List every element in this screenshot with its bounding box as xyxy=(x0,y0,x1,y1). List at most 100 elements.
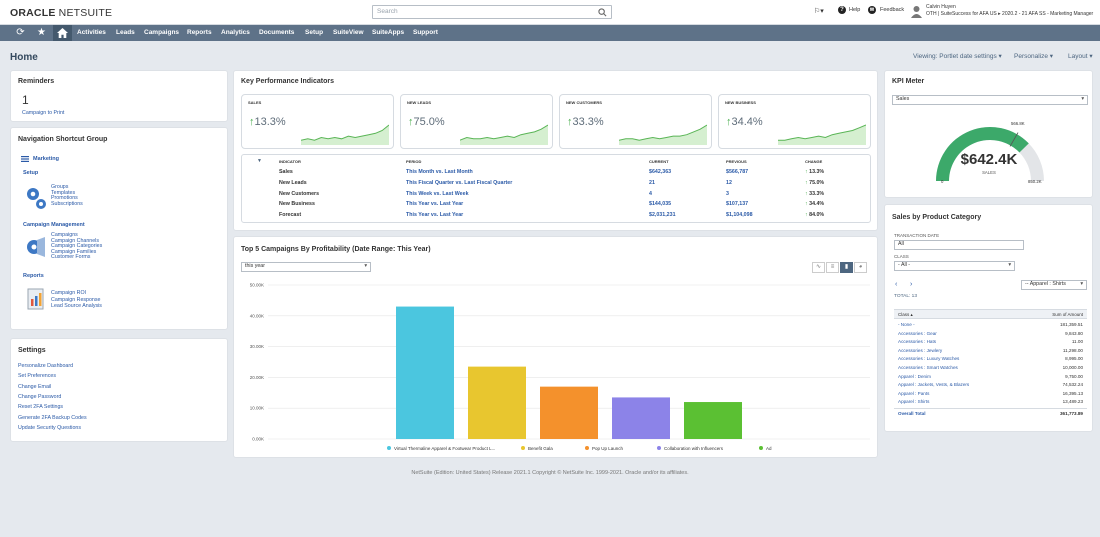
sales-row-class[interactable]: Accessories : Jewlery xyxy=(898,347,943,353)
prev-page-icon[interactable]: ‹ xyxy=(895,281,898,288)
shortcut-link[interactable]: Reset 2FA Settings xyxy=(18,404,64,411)
nav-suiteview[interactable]: SuiteView xyxy=(333,29,364,36)
legend-label[interactable]: Pop Up Launch xyxy=(592,446,624,451)
user-avatar-icon[interactable] xyxy=(911,5,922,18)
shortcut-link[interactable]: Campaign ROI xyxy=(51,290,87,296)
home-icon[interactable] xyxy=(53,25,72,41)
class-select[interactable]: - All - ▾ xyxy=(894,261,1015,271)
nav-support[interactable]: Support xyxy=(413,29,438,36)
kpi-period[interactable]: This Month vs. Last Month xyxy=(406,169,473,175)
pie-chart-icon[interactable]: ◕ xyxy=(854,262,867,273)
kpi-current[interactable]: 21 xyxy=(649,179,655,186)
col-class[interactable]: Class ▴ xyxy=(898,312,913,317)
campaign-bar[interactable] xyxy=(612,397,670,439)
shortcut-link[interactable]: Campaign Categories xyxy=(51,243,103,249)
kpi-period[interactable]: This Year vs. Last Year xyxy=(406,212,464,219)
reminder-link[interactable]: Campaign to Print xyxy=(22,110,65,116)
shortcut-link[interactable]: Change Password xyxy=(18,393,62,400)
bar-horizontal-icon[interactable]: ≡ xyxy=(826,262,839,273)
shortcut-link[interactable]: Personalize Dashboard xyxy=(18,363,74,369)
nav-leads[interactable]: Leads xyxy=(116,29,135,36)
shortcut-link[interactable]: Groups xyxy=(51,184,69,190)
kpi-current[interactable]: 4 xyxy=(649,190,652,197)
shortcut-link[interactable]: Campaigns xyxy=(51,232,78,238)
kpi-col-header[interactable]: CHANGE xyxy=(805,159,823,164)
shortcut-link[interactable]: Campaign Channels xyxy=(51,237,99,244)
shortcut-link[interactable]: Update Security Questions xyxy=(18,424,82,431)
legend-label[interactable]: Collaboration with Influencers xyxy=(664,446,724,451)
legend-label[interactable]: Benefit Gala xyxy=(528,446,553,451)
sales-row-class[interactable]: - None - xyxy=(898,322,915,327)
campaign-bar[interactable] xyxy=(540,386,598,439)
kpi-previous[interactable]: $1,104,098 xyxy=(726,212,753,219)
shortcut-link[interactable]: Campaign Families xyxy=(51,248,97,255)
nav-suiteapps[interactable]: SuiteApps xyxy=(372,29,405,36)
kpi-col-header[interactable]: INDICATOR xyxy=(279,159,301,164)
feedback-icon[interactable]: ✉ xyxy=(868,6,876,14)
bar-column-icon[interactable]: ▮ xyxy=(840,262,853,273)
recent-icon[interactable]: ⟳ xyxy=(16,27,25,38)
favorites-star-icon[interactable]: ★ xyxy=(37,27,46,38)
recent-records-icon[interactable]: ⚐▾ xyxy=(814,8,824,15)
collapse-caret-icon[interactable]: ▼ xyxy=(257,158,262,164)
feedback-link[interactable]: Feedback xyxy=(880,7,905,13)
sales-row-class[interactable]: Accessories : Gear xyxy=(898,330,937,336)
shortcut-link[interactable]: Set Preferences xyxy=(18,373,56,380)
kpi-previous[interactable]: 12 xyxy=(726,179,732,186)
shortcut-link[interactable]: Subscriptions xyxy=(51,200,83,207)
viewing-dropdown[interactable]: Viewing: Portlet date settings ▾ xyxy=(913,53,1002,60)
nav-campaigns[interactable]: Campaigns xyxy=(144,29,180,36)
sales-row-class[interactable]: Accessories : Hats xyxy=(898,339,937,345)
next-page-icon[interactable]: › xyxy=(910,281,913,288)
kpi-current[interactable]: $2,031,231 xyxy=(649,212,676,219)
sales-row-class[interactable]: Apparel : Pants xyxy=(898,390,930,396)
kpi-box[interactable]: NEW CUSTOMERS ↑33.3% xyxy=(559,94,712,149)
kpi-period[interactable]: This Fiscal Quarter vs. Last Fiscal Quar… xyxy=(406,179,513,186)
help-link[interactable]: Help xyxy=(849,7,861,13)
sales-row-class[interactable]: Apparel : Shirts xyxy=(898,399,930,405)
sales-row-class[interactable]: Accessories : Smart Watches xyxy=(898,365,958,370)
campaign-bar[interactable] xyxy=(468,366,526,439)
shortcut-link[interactable]: Customer Forms xyxy=(51,254,91,260)
shortcut-group-marketing[interactable]: Marketing xyxy=(33,156,59,162)
shortcut-link[interactable]: Generate 2FA Backup Codes xyxy=(18,414,87,421)
kpi-col-header[interactable]: PERIOD xyxy=(406,159,422,164)
col-sum-amount[interactable]: Sum of Amount xyxy=(1052,312,1083,317)
sales-row-class[interactable]: Apparel : Denim xyxy=(898,373,931,379)
global-search-input[interactable]: Search xyxy=(372,5,612,19)
nav-reports[interactable]: Reports xyxy=(187,29,212,36)
nav-setup[interactable]: Setup xyxy=(305,29,324,36)
shortcut-link[interactable]: Promotions xyxy=(51,195,78,201)
user-menu[interactable]: Calvin Huyen OTH | SuiteSuccess for AFA … xyxy=(926,4,1093,18)
legend-label[interactable]: Ad xyxy=(766,446,772,451)
line-chart-icon[interactable]: ∿ xyxy=(812,262,825,273)
netsuite-logo[interactable]: ORACLE NETSUITE xyxy=(10,7,113,19)
campaigns-range-select[interactable]: this year ▾ xyxy=(241,262,371,272)
shortcut-link[interactable]: Templates xyxy=(51,189,76,196)
help-icon[interactable]: ? xyxy=(838,6,846,14)
kpi-period[interactable]: This Year vs. Last Year xyxy=(406,201,464,208)
shortcut-link[interactable]: Lead Source Analysis xyxy=(51,303,102,309)
transaction-date-field[interactable]: All xyxy=(894,240,1024,250)
kpi-current[interactable]: $144,035 xyxy=(649,201,672,208)
kpi-previous[interactable]: $566,787 xyxy=(726,169,749,175)
shortcut-link[interactable]: Campaign Response xyxy=(51,296,101,303)
legend-label[interactable]: Virtual Thermaline Apparel & Footwear Pr… xyxy=(394,446,495,451)
kpi-previous[interactable]: 3 xyxy=(726,190,729,197)
nav-activities[interactable]: Activities xyxy=(77,29,106,36)
kpi-period[interactable]: This Week vs. Last Week xyxy=(406,190,469,197)
sales-row-class[interactable]: Apparel : Jackets, Vests, & Blazers xyxy=(898,382,970,388)
kpi-box[interactable]: NEW BUSINESS ↑34.4% xyxy=(718,94,871,149)
reminder-count[interactable]: 1 xyxy=(22,93,29,107)
kpi-box[interactable]: SALES ↑13.3% xyxy=(241,94,394,149)
kpi-current[interactable]: $642,363 xyxy=(649,169,672,175)
campaign-bar[interactable] xyxy=(396,306,454,439)
page-select[interactable]: -- Apparel : Shirts ▾ xyxy=(1021,280,1087,290)
personalize-dropdown[interactable]: Personalize ▾ xyxy=(1014,53,1054,60)
kpi-col-header[interactable]: PREVIOUS xyxy=(726,159,747,164)
kpi-meter-select[interactable]: Sales ▾ xyxy=(892,95,1088,105)
layout-dropdown[interactable]: Layout ▾ xyxy=(1068,53,1093,60)
search-icon[interactable] xyxy=(598,8,607,17)
sales-row-class[interactable]: Accessories : Luxury Watches xyxy=(898,356,960,362)
kpi-previous[interactable]: $107,137 xyxy=(726,201,749,208)
